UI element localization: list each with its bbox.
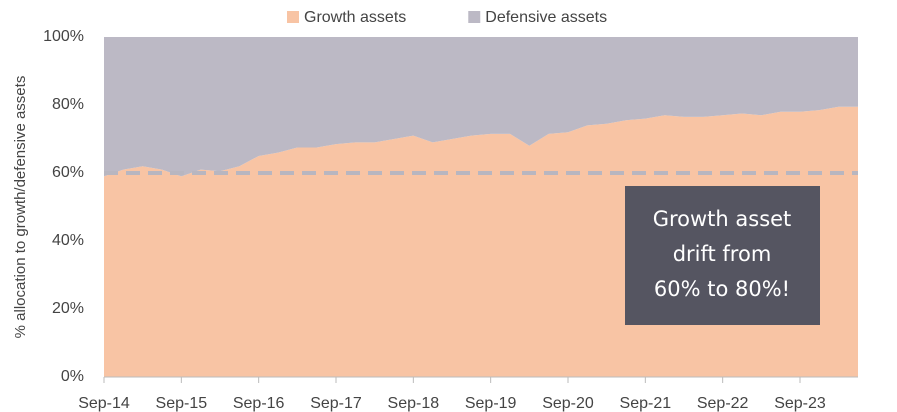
- x-tick-label: Sep-23: [774, 395, 826, 412]
- x-tick-label: Sep-17: [310, 395, 362, 412]
- x-tick-label: Sep-20: [542, 395, 594, 412]
- x-tick-label: Sep-19: [465, 395, 517, 412]
- x-tick-label: Sep-22: [697, 395, 749, 412]
- x-tick-label: Sep-14: [78, 395, 130, 412]
- y-tick-label: 100%: [43, 28, 84, 45]
- y-tick-label: 0%: [61, 368, 84, 385]
- legend-label: Defensive assets: [485, 9, 607, 26]
- annotation-box: [625, 186, 820, 325]
- y-tick-label: 60%: [52, 164, 84, 181]
- y-tick-label: 20%: [52, 300, 84, 317]
- annotation-text: Growth asset: [653, 207, 792, 231]
- legend-swatch: [468, 11, 481, 23]
- legend-swatch: [287, 11, 299, 23]
- area: [104, 37, 858, 177]
- y-tick-label: 80%: [52, 96, 84, 113]
- y-axis-label: % allocation to growth/defensive assets: [12, 76, 29, 339]
- x-tick-label: Sep-18: [388, 395, 440, 412]
- x-tick-label: Sep-21: [620, 395, 672, 412]
- legend-label: Growth assets: [304, 9, 406, 26]
- x-tick-label: Sep-16: [233, 395, 285, 412]
- x-tick-label: Sep-15: [156, 395, 208, 412]
- annotation-text: drift from: [673, 242, 772, 266]
- y-tick-label: 40%: [52, 232, 84, 249]
- annotation-text: 60% to 80%!: [654, 277, 790, 301]
